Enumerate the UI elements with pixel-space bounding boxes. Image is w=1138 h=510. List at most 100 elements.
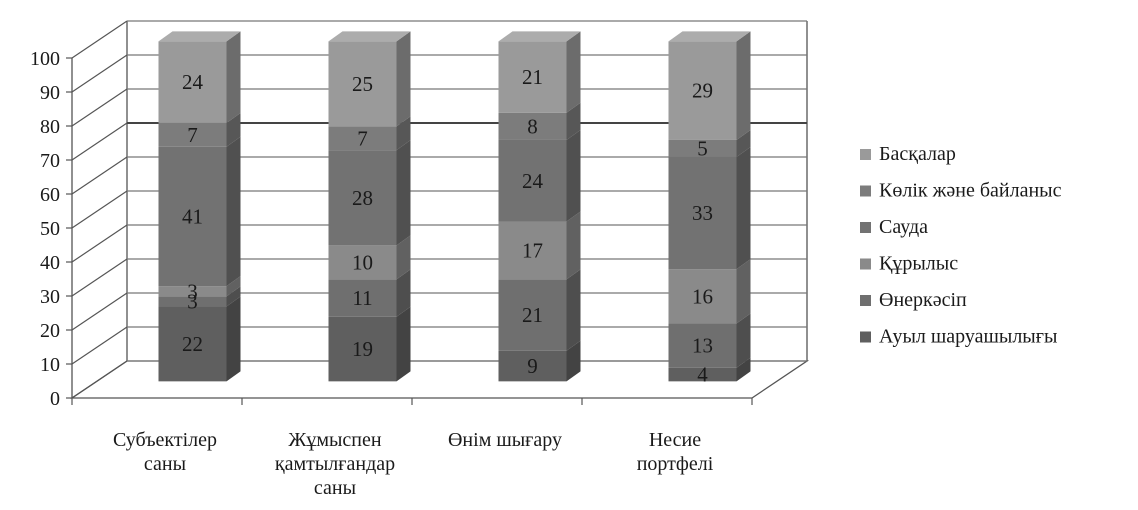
- data-label: 5: [697, 136, 708, 160]
- bar-segment-front: [498, 350, 567, 382]
- data-label: 11: [352, 286, 372, 310]
- bar-segment-front: [158, 306, 227, 382]
- side-gridline: [71, 326, 128, 365]
- bar-segment-side: [226, 136, 241, 287]
- legend-label: Құрылыс: [879, 253, 958, 275]
- data-label: 8: [527, 114, 538, 138]
- y-tick-label: 30: [40, 286, 60, 308]
- y-tick-label: 100: [30, 48, 60, 70]
- side-gridline: [71, 122, 128, 161]
- bar-segment-front: [498, 139, 567, 222]
- bar-segment-side: [566, 102, 581, 140]
- legend-label: Өнеркәсіп: [879, 289, 967, 311]
- bar-segment-side: [736, 129, 751, 157]
- bar-segment-side: [396, 269, 411, 317]
- bar-segment-side: [226, 112, 241, 147]
- bar-segment-front: [158, 296, 227, 307]
- data-label: 25: [352, 72, 373, 96]
- side-gridline: [71, 224, 128, 263]
- bar-segment-side: [396, 306, 411, 382]
- bar-segment-side: [226, 296, 241, 382]
- bar-segment-front: [158, 146, 227, 287]
- bar-segment-side: [566, 269, 581, 351]
- bar-top: [498, 31, 581, 42]
- data-label: 16: [692, 284, 713, 308]
- bar-segment-side: [736, 357, 751, 382]
- legend-label: Ауыл шаруашылығы: [879, 326, 1057, 348]
- side-gridline: [71, 54, 128, 93]
- data-label: 21: [522, 65, 543, 89]
- bar-segment-front: [328, 245, 397, 280]
- bar-segment-side: [736, 259, 751, 324]
- bar-segment-front: [158, 41, 227, 123]
- bar-segment-side: [566, 211, 581, 280]
- bar-top: [328, 31, 411, 42]
- data-label: 24: [522, 169, 544, 193]
- bar-segment-side: [396, 116, 411, 151]
- bar-segment-front: [328, 126, 397, 151]
- side-gridline: [71, 360, 128, 399]
- bar-segment-front: [328, 41, 397, 127]
- data-labels: 22 33 41 7 24 19 11 10 28 7 25 9 21 17 24 8 21 4 13 16 33 5 29: [182, 65, 713, 387]
- legend-swatch: [860, 331, 871, 343]
- data-label: 10: [352, 250, 373, 274]
- y-tick-label: 70: [40, 150, 60, 172]
- bar-stack: [498, 31, 581, 382]
- legend-swatch: [860, 222, 871, 233]
- data-label: 28: [352, 186, 373, 210]
- bar-segment-front: [668, 41, 737, 140]
- data-label: 29: [692, 79, 713, 103]
- legend-swatch: [860, 295, 871, 306]
- bar-segment-front: [498, 221, 567, 280]
- side-gridline: [71, 258, 128, 297]
- legend-swatch: [860, 258, 871, 270]
- data-label: 3: [187, 279, 198, 303]
- bar-segment-front: [668, 269, 737, 324]
- data-label: 22: [182, 332, 203, 356]
- data-label: 33: [692, 201, 713, 225]
- bar-segment-front: [668, 367, 737, 382]
- bar-segment-side: [226, 286, 241, 307]
- side-gridline: [71, 292, 128, 331]
- bar-segment-front: [498, 279, 567, 351]
- bar-segment-front: [158, 122, 227, 147]
- data-label: 19: [352, 337, 373, 361]
- y-tick-label: 60: [40, 184, 60, 206]
- bar-segment-side: [736, 146, 751, 270]
- bar-segment-front: [668, 139, 737, 157]
- legend-swatch: [860, 149, 871, 160]
- category-axis: Субъектілер саны Жұмыспен қамтылғандар саны Ө…: [113, 429, 714, 499]
- side-gridline: [71, 156, 128, 195]
- bar-segment-side: [566, 340, 581, 382]
- legend-label: Басқалар: [879, 143, 956, 165]
- side-gridline: [71, 190, 128, 229]
- bar-segment-front: [668, 323, 737, 368]
- y-tick-label: 40: [40, 252, 60, 274]
- legend-label: Көлік және байланыс: [879, 180, 1062, 202]
- bar-segment-front: [158, 286, 227, 297]
- bar-top: [158, 31, 241, 42]
- bar-segment-side: [566, 129, 581, 222]
- bar-segment-side: [396, 235, 411, 280]
- data-label: 7: [187, 123, 198, 147]
- bar-segment-front: [328, 279, 397, 317]
- y-tick-label: 20: [40, 320, 60, 342]
- bar-segment-front: [498, 112, 567, 140]
- category-label: Өнім шығару: [448, 429, 562, 451]
- data-label: 4: [697, 363, 708, 387]
- bar-segment-front: [328, 150, 397, 246]
- data-label: 7: [357, 126, 368, 150]
- data-label: 41: [182, 204, 203, 228]
- category-label: Жұмыспен қамтылғандар саны: [275, 429, 395, 499]
- bar-stack: [668, 31, 751, 382]
- bar-segment-side: [736, 313, 751, 368]
- data-label: 24: [182, 70, 204, 94]
- side-gridline: [71, 20, 128, 59]
- bar-segment-side: [396, 140, 411, 246]
- bar-segment-front: [498, 41, 567, 113]
- bar-top: [668, 31, 751, 42]
- data-label: 13: [692, 334, 713, 358]
- y-tick-label: 10: [40, 354, 60, 376]
- data-label: 3: [187, 289, 198, 313]
- bar-segment-front: [328, 316, 397, 382]
